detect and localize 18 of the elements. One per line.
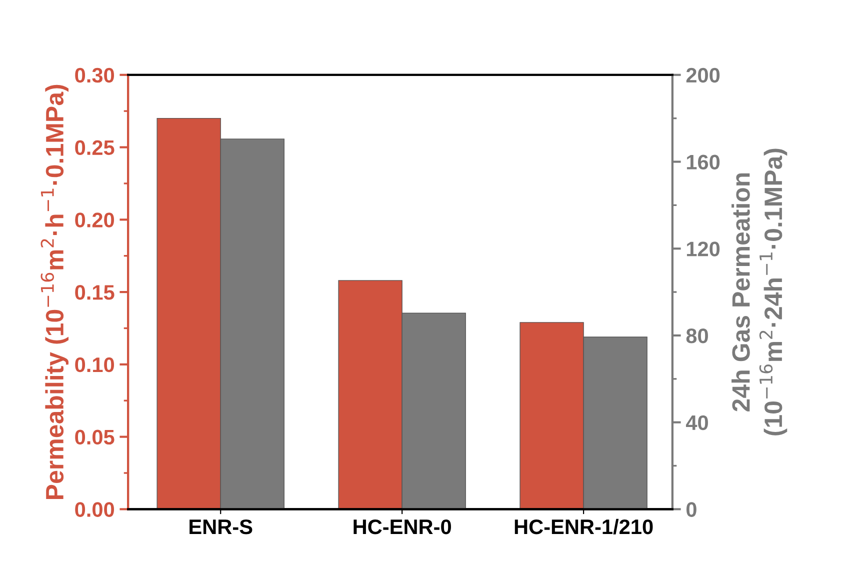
y2-tick-label: 200 xyxy=(686,68,720,83)
x-tick-label: HC-ENR-1/210 xyxy=(514,518,653,534)
x-tick-label: HC-ENR-0 xyxy=(354,519,451,534)
y-tick-label: 0.05 xyxy=(75,430,114,445)
x-tick-label: ENR-S xyxy=(190,519,252,534)
y-axis-title: Permeability (10$^{−16}$m$^{2}$·h$^{−1}$·0.1MPa) xyxy=(40,84,68,499)
y2-tick-label: 120 xyxy=(686,242,720,256)
y2-tick-label: 40 xyxy=(686,415,708,430)
y-tick-label: 0.00 xyxy=(75,502,114,517)
y2-tick-label: 160 xyxy=(686,154,720,170)
y-tick-label: 0.10 xyxy=(75,357,114,372)
y-tick-label: 0.20 xyxy=(75,212,114,228)
y2-axis-title: 24h Gas Permeation (10$^{−16}$m$^{2}$·24h$^{−1}$·0.1MPa) xyxy=(732,148,788,436)
y-tick-label: 0.15 xyxy=(75,285,114,300)
y2-tick-label: 0 xyxy=(686,502,696,517)
y-tick-label: 0.25 xyxy=(75,140,114,156)
y-tick-label: 0.30 xyxy=(75,68,114,83)
y2-tick-label: 80 xyxy=(686,328,708,344)
